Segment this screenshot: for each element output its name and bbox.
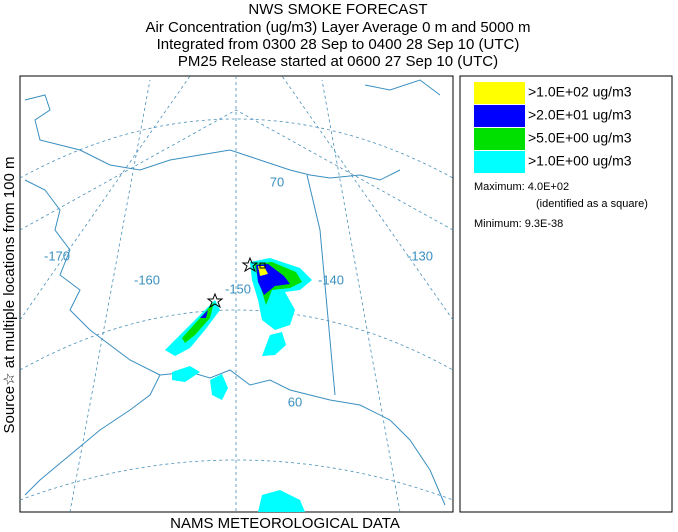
grid-label: 70 xyxy=(270,174,284,189)
contour xyxy=(172,366,200,382)
contour xyxy=(210,374,228,400)
map-frame xyxy=(19,75,454,513)
legend-frame xyxy=(459,75,673,513)
grid-label: -150 xyxy=(225,281,251,296)
source-marker xyxy=(241,256,259,273)
grid-label: -140 xyxy=(318,272,344,287)
smoke-contours xyxy=(165,258,312,512)
legend-label: >1.0E+02 ug/m3 xyxy=(528,84,632,100)
legend-label: >5.0E+00 ug/m3 xyxy=(528,130,632,146)
maximum-note: (identified as a square) xyxy=(536,198,648,210)
legend-label: >1.0E+00 ug/m3 xyxy=(528,153,632,169)
coastline xyxy=(24,79,446,506)
grid-label: -130 xyxy=(407,248,433,263)
source-marker xyxy=(206,292,224,309)
graticule xyxy=(19,75,454,513)
grid-label: 60 xyxy=(288,394,302,409)
legend: >1.0E+02 ug/m3 >2.0E+01 ug/m3 >5.0E+00 ug/… xyxy=(474,82,632,173)
legend-swatch xyxy=(474,82,525,104)
grid-label: -160 xyxy=(134,272,160,287)
legend-label: >2.0E+01 ug/m3 xyxy=(528,107,632,123)
footer: NAMS METEOROLOGICAL DATA xyxy=(170,515,400,532)
maximum-square xyxy=(259,262,266,269)
source-markers xyxy=(206,256,266,309)
minimum: Minimum: 9.3E-38 xyxy=(474,218,563,230)
contour xyxy=(200,310,208,318)
contour xyxy=(262,332,286,356)
subtitle: Integrated from 0300 28 Sep to 0400 28 S… xyxy=(157,36,520,53)
title: NWS SMOKE FORECAST xyxy=(248,1,427,18)
legend-swatch xyxy=(474,105,525,127)
legend-swatch xyxy=(474,151,525,173)
maximum: Maximum: 4.0E+02 xyxy=(474,181,569,193)
subtitle: Air Concentration (ug/m3) Layer Average … xyxy=(146,19,531,36)
contour xyxy=(258,490,305,512)
subtitle: PM25 Release started at 0600 27 Sep 10 (… xyxy=(178,53,498,70)
grid-label: -170 xyxy=(44,248,70,263)
legend-swatch xyxy=(474,128,525,150)
side-label: Source☆ at multiple locations from 100 m xyxy=(1,157,18,434)
